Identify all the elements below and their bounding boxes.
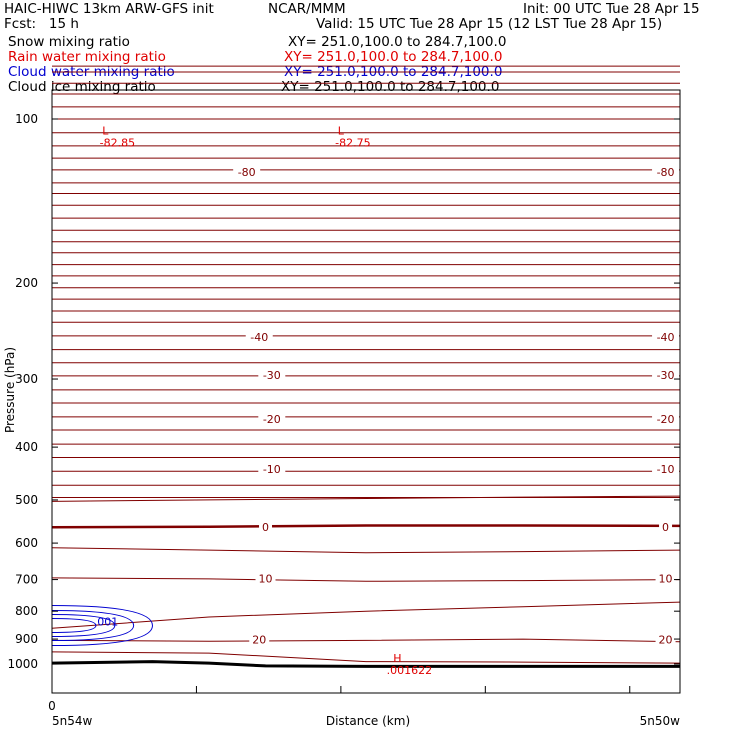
- isotherm: [51, 601, 681, 629]
- ground-surface: [51, 660, 680, 668]
- contour-label-bg: [652, 462, 680, 476]
- contour-label-bg: [652, 164, 680, 178]
- isotherm: [51, 495, 681, 502]
- field-rain-xy: XY= 251.0,100.0 to 284.7,100.0: [284, 49, 503, 65]
- forecast-hour: Fcst: 15 h: [4, 16, 79, 32]
- x-axis: [51, 686, 631, 693]
- y-tick-label: 900: [15, 632, 38, 646]
- cloud-water-contour: [51, 618, 97, 634]
- contour-label: -30: [657, 369, 675, 382]
- contour-label-bg: [245, 329, 273, 343]
- contour-labels: -80 -80 -40 -40 -30 -30 -20 -20 -10 -10 0 0 10 10 20 20: [233, 164, 680, 647]
- contour-label: -20: [263, 413, 281, 426]
- contour-label: -80: [657, 166, 675, 179]
- contour-label: -40: [250, 331, 268, 344]
- y-tick-label: 700: [15, 573, 38, 587]
- isotherm: [51, 651, 681, 664]
- contour-label-bg: [258, 411, 286, 425]
- x-axis-label: Distance (km): [326, 714, 410, 728]
- y-tick-label: 800: [15, 604, 38, 618]
- contour-label: -80: [238, 166, 256, 179]
- cloud-water-contour: [51, 610, 135, 642]
- y-tick-label: 200: [15, 276, 38, 290]
- contour-label: -40: [657, 331, 675, 344]
- y-axis-label: Pressure (hPa): [3, 347, 17, 433]
- field-snow-name: Snow mixing ratio: [8, 34, 130, 50]
- extremum-marker: L: [102, 125, 109, 138]
- field-rain-name: Rain water mixing ratio: [8, 49, 166, 65]
- ground-line: [51, 660, 680, 668]
- extremum-value: -82.75: [335, 137, 370, 150]
- contour-label: -30: [263, 369, 281, 382]
- extremum-marker: L: [338, 125, 345, 138]
- y-tick-label: 400: [15, 440, 38, 454]
- contour-label-bg: [652, 329, 680, 343]
- contour-label: 0: [662, 521, 669, 534]
- cloud-water-contour: [51, 605, 153, 647]
- contour-label-bg: [233, 164, 261, 178]
- isotherm: [51, 524, 681, 529]
- contour-label: 10: [659, 573, 673, 586]
- contour-label-bg: [652, 368, 680, 382]
- contour-label-bg: [255, 571, 276, 585]
- contour-label: 20: [252, 634, 266, 647]
- y-tick-label: 600: [15, 536, 38, 550]
- contour-label-bg: [258, 462, 286, 476]
- y-tick-label: 500: [15, 493, 38, 507]
- contour-label: -10: [657, 463, 675, 476]
- field-snow-xy: XY= 251.0,100.0 to 284.7,100.0: [288, 34, 507, 50]
- extremum-value: -82.85: [100, 137, 135, 150]
- valid-time: Valid: 15 UTC Tue 28 Apr 15 (12 LST Tue …: [316, 16, 663, 32]
- contour-label: 20: [659, 634, 673, 647]
- isotherm: [51, 547, 681, 554]
- cloud-water-contours: .001: [51, 605, 153, 647]
- contour-label-bg: [259, 520, 273, 534]
- contour-label-bg: [249, 632, 270, 646]
- temperature-contours: [51, 65, 681, 664]
- plot-title: HAIC-HIWC 13km ARW-GFS init: [4, 1, 214, 17]
- plot-source: NCAR/MMM: [268, 1, 346, 17]
- x-zero-label: 0: [48, 699, 56, 713]
- contour-label: -20: [657, 413, 675, 426]
- x-start-label: 5n54w: [52, 714, 93, 728]
- isotherm: [51, 638, 681, 643]
- plot-frame: [51, 89, 681, 694]
- extremum-marker: H: [393, 652, 401, 665]
- x-end-label: 5n50w: [640, 714, 681, 728]
- contour-label: 10: [259, 573, 273, 586]
- contour-label: -10: [263, 463, 281, 476]
- cloud-water-label: .001: [94, 615, 119, 628]
- plot-header: HAIC-HIWC 13km ARW-GFS init NCAR/MMM Ini…: [0, 0, 740, 100]
- contour-label-bg: [655, 632, 676, 646]
- isotherm: [51, 577, 681, 582]
- extrema-markers: L-82.85L-82.75H.001622: [100, 125, 433, 677]
- contour-label-bg: [652, 411, 680, 425]
- y-tick-label: 1000: [7, 657, 38, 671]
- y-tick-label: 100: [15, 112, 38, 126]
- cloud-water-contour: [51, 614, 116, 638]
- contour-label-bg: [258, 368, 286, 382]
- extremum-value: .001622: [387, 664, 433, 677]
- y-tick-label: 300: [15, 372, 38, 386]
- contour-label-bg: [655, 571, 676, 585]
- contour-label-bg: [659, 520, 673, 534]
- init-time: Init: 00 UTC Tue 28 Apr 15: [523, 1, 700, 17]
- contour-label: 0: [262, 521, 269, 534]
